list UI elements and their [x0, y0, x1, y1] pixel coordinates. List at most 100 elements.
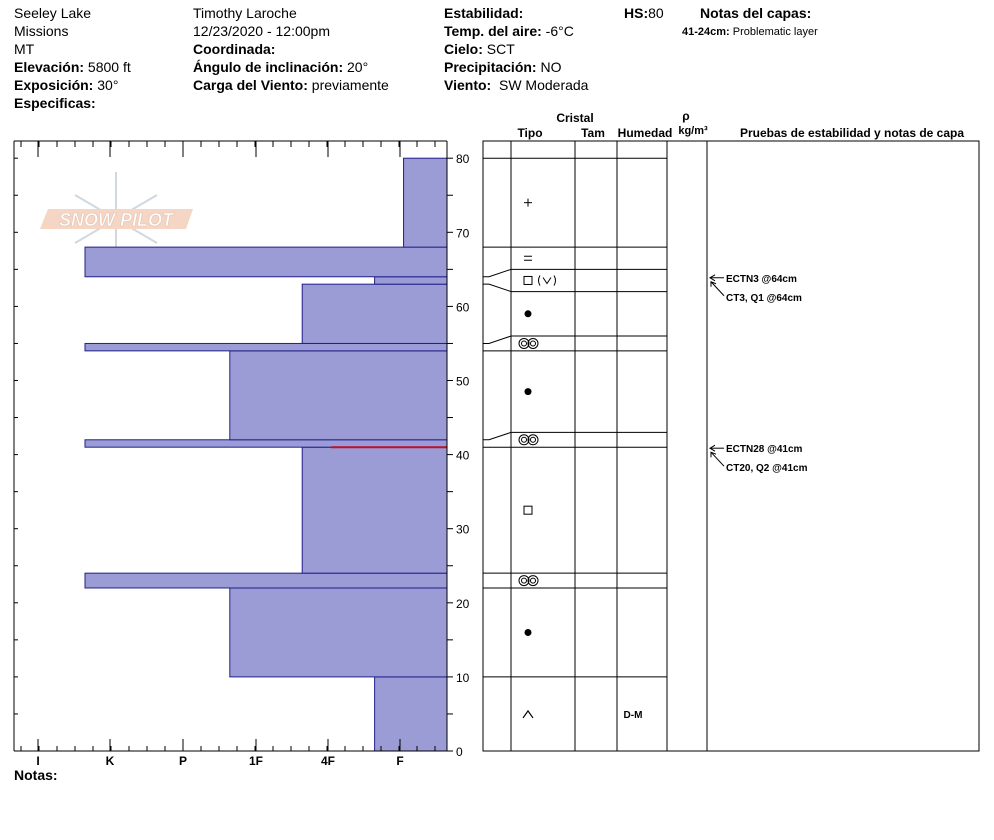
sky-row: Cielo: SCT — [444, 40, 515, 58]
location-area: Missions — [14, 23, 69, 39]
surface-hoar-ring — [527, 575, 539, 587]
precip-label: Precipitación: — [444, 59, 537, 75]
depth-hoar-icon — [522, 709, 534, 719]
stability-label: Estabilidad: — [444, 5, 524, 21]
specifics-row: Especificas: — [14, 94, 96, 112]
layer-note-text: Problematic layer — [732, 26, 818, 38]
header-cristal: Cristal — [556, 111, 593, 125]
test-arrow-line — [710, 451, 725, 467]
watermark-banner — [40, 209, 193, 229]
layer-note-range: 41-24cm: — [682, 26, 730, 38]
hardness-bar — [229, 350, 448, 441]
wind-label: Viento: — [444, 77, 492, 93]
surface-hoar-ring — [527, 434, 539, 446]
observer-name: Timothy Laroche — [193, 5, 297, 21]
slope-label: Ángulo de inclinación: — [193, 59, 344, 75]
surface-hoar-ring — [518, 575, 530, 587]
surface-hoar-inner — [530, 577, 536, 584]
location-state: MT — [14, 41, 35, 57]
layer-connector — [483, 268, 512, 278]
exposure-value: 30° — [97, 77, 119, 93]
notes-row: Notas: — [14, 766, 58, 784]
depth-tick-label: 80 — [456, 152, 470, 166]
moisture-value: D-M — [624, 710, 643, 721]
grain-surface-hoar-icon — [518, 337, 539, 349]
surface-hoar-inner — [521, 577, 527, 584]
snowpilot-watermark: SNOW PILOT — [40, 172, 193, 266]
header-rho: ρ — [682, 109, 689, 123]
surface-hoar-ring — [518, 434, 530, 446]
hardness-bar — [374, 276, 448, 285]
header-humedad: Humedad — [618, 126, 673, 140]
layer-note: 41-24cm: Problematic layer — [682, 23, 818, 41]
precip-row: Precipitación: NO — [444, 58, 561, 76]
hardness-tick-label: P — [179, 754, 187, 768]
coordinates-label: Coordinada: — [193, 41, 276, 57]
exposure-row: Exposición: 30° — [14, 76, 118, 94]
location-name: Seeley Lake — [14, 5, 92, 21]
header-tipo: Tipo — [517, 126, 542, 140]
layer-connector — [483, 335, 512, 344]
hardness-bar — [84, 439, 448, 448]
paren-left — [538, 275, 541, 286]
sky-label: Cielo: — [444, 41, 483, 57]
elevation-row: Elevación: 5800 ft — [14, 58, 131, 76]
notes-label: Notas: — [14, 767, 58, 783]
hardness-bar — [374, 676, 448, 752]
observation-datetime: 12/23/2020 - 12:00pm — [193, 23, 330, 39]
precip-value: NO — [540, 59, 562, 75]
depth-tick-label: 50 — [456, 375, 470, 389]
rounded-grain-icon — [524, 628, 532, 636]
wind-value: SW Moderada — [498, 77, 589, 93]
surface-hoar-inner — [521, 436, 527, 443]
arrow-up-left-icon — [710, 451, 717, 458]
grain-faceted-with-depth-hoar-icon — [523, 275, 556, 286]
elevation-value: 5800 ft — [87, 59, 131, 75]
arrow-up-left-icon — [710, 281, 717, 287]
surface-hoar-inner — [530, 436, 536, 443]
grain-surface-hoar-icon — [518, 434, 539, 446]
hardness-bar — [403, 157, 448, 248]
depth-hoar-icon — [542, 277, 552, 285]
surface-hoar-ring — [518, 337, 530, 349]
stability-test-label: ECTN28 @41cm — [726, 444, 803, 455]
test-arrow-line — [710, 281, 725, 297]
grain-new-snow-icon — [524, 198, 532, 207]
depth-tick-label: 10 — [456, 671, 470, 685]
arrow-left-icon — [709, 274, 716, 282]
sky-value: SCT — [486, 41, 515, 57]
hardness-bar — [84, 572, 448, 589]
arrow-left-icon — [709, 444, 716, 452]
watermark-text: SNOW PILOT — [59, 210, 175, 230]
elevation-label: Elevación: — [14, 59, 85, 75]
layer-connector — [483, 283, 512, 293]
grain-rounded-icon — [524, 310, 532, 318]
grain-depth-hoar-icon — [522, 709, 534, 719]
depth-tick-label: 30 — [456, 523, 470, 537]
wind-load-row: Carga del Viento: previamente — [193, 76, 389, 94]
hardness-bar — [229, 587, 448, 678]
grain-surface-hoar-icon — [518, 575, 539, 587]
profile-table-frame — [482, 140, 980, 752]
hardness-tick-label: F — [396, 754, 403, 768]
faceted-icon — [523, 505, 533, 515]
hardness-tick-label: I — [36, 754, 39, 768]
hardness-bar — [301, 446, 448, 574]
depth-tick-label: 40 — [456, 449, 470, 463]
header-tam: Tam — [581, 126, 605, 140]
coordinates-row: Coordinada: — [193, 40, 275, 58]
header-density-unit: kg/m³ — [678, 125, 708, 137]
stability-test-label: ECTN3 @64cm — [726, 274, 797, 285]
faceted-icon — [523, 275, 533, 285]
exposure-label: Exposición: — [14, 77, 94, 93]
wind-row: Viento: SW Moderada — [444, 76, 588, 94]
air-temp-label: Temp. del aire: — [444, 23, 542, 39]
layer-connector — [483, 431, 512, 441]
layer-notes-title: Notas del capas: — [700, 5, 812, 21]
stability-row: Estabilidad: — [444, 4, 523, 22]
surface-hoar-inner — [521, 340, 527, 347]
depth-tick-label: 60 — [456, 300, 470, 314]
depth-tick-label: 20 — [456, 597, 470, 611]
hardness-tick-label: K — [106, 754, 115, 768]
